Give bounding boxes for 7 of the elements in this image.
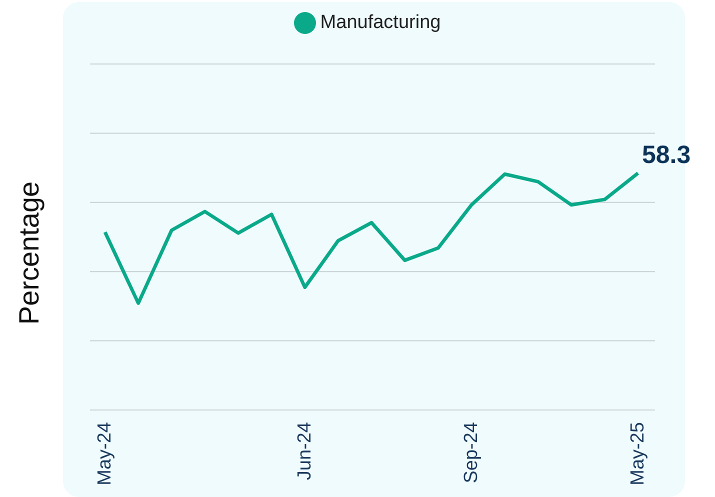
y-axis-title: Percentage xyxy=(14,180,46,324)
x-tick-label: Jun-24 xyxy=(294,422,316,480)
text: 58.3 xyxy=(642,141,691,170)
x-tick-label: May-24 xyxy=(94,422,116,486)
legend-label: Manufacturing xyxy=(320,12,441,34)
x-tick-label: May-25 xyxy=(628,422,648,486)
x-tick-label: Sep-24 xyxy=(460,422,482,484)
